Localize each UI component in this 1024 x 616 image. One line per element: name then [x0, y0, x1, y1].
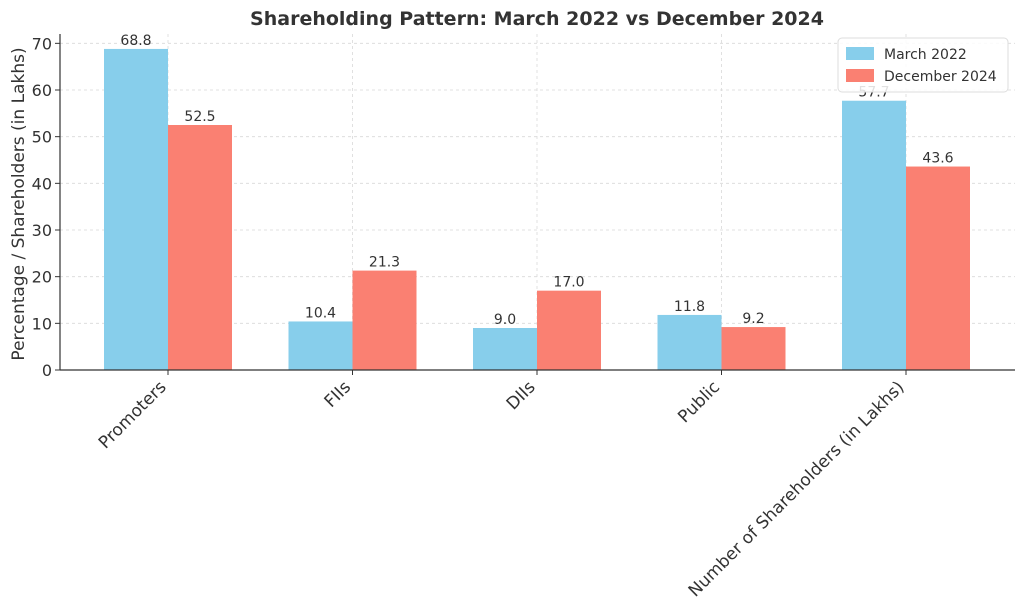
bar-data-label: 9.2	[742, 311, 764, 327]
bar-data-label: 21.3	[369, 255, 400, 271]
bar-december-2024	[168, 125, 232, 370]
bar-data-label: 10.4	[305, 305, 336, 321]
bar-data-label: 17.0	[553, 275, 584, 291]
legend-box	[837, 37, 1009, 93]
bar-december-2024	[721, 327, 786, 370]
bar-december-2024	[352, 270, 417, 370]
y-tick-label: 70	[32, 34, 52, 53]
y-tick-label: 10	[32, 314, 52, 333]
x-tick-label: Number of Shareholders (in Lakhs)	[685, 377, 909, 601]
y-tick-label: 40	[32, 174, 52, 193]
legend-label: December 2024	[884, 69, 997, 85]
bar-data-label: 9.0	[494, 312, 516, 328]
legend: March 2022 December 2024	[837, 37, 1009, 93]
y-axis-label: Percentage / Shareholders (in Lakhs)	[9, 47, 29, 360]
bar-march-2022	[288, 321, 353, 370]
y-tick-label: 50	[32, 128, 52, 147]
bar-march-2022	[473, 328, 537, 370]
y-tick-label: 30	[32, 221, 52, 240]
legend-label: March 2022	[884, 47, 967, 63]
bar-data-label: 52.5	[184, 109, 215, 125]
bars-layer	[104, 48, 970, 370]
y-tick-label: 20	[32, 268, 52, 287]
legend-swatch	[846, 69, 874, 82]
bar-march-2022	[104, 48, 168, 370]
x-tick-label: Public	[674, 377, 724, 427]
y-ticks-layer: 0 10 20 30 40 50 60 70	[32, 34, 60, 380]
x-tick-label: Promoters	[95, 377, 171, 453]
bar-december-2024	[537, 290, 601, 370]
x-tick-label: DIIs	[503, 377, 540, 414]
bar-data-label: 43.6	[922, 151, 953, 167]
y-tick-label: 60	[32, 81, 52, 100]
bar-data-label: 11.8	[674, 299, 705, 315]
y-tick-label: 0	[42, 361, 52, 380]
bar-december-2024	[906, 166, 970, 370]
legend-swatch	[846, 47, 874, 60]
x-tick-label: FIIs	[321, 377, 356, 412]
bar-march-2022	[842, 100, 906, 370]
bar-data-label: 68.8	[120, 33, 151, 49]
chart-title: Shareholding Pattern: March 2022 vs Dece…	[250, 8, 824, 30]
bar-march-2022	[657, 314, 722, 370]
